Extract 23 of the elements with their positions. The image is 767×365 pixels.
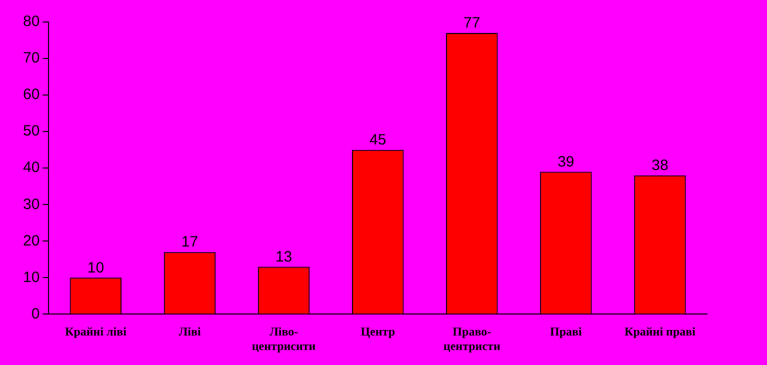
y-tick-label: 10 — [22, 268, 40, 286]
data-label: 10 — [87, 259, 104, 276]
data-label: 39 — [558, 153, 574, 170]
data-label: 38 — [652, 157, 668, 174]
y-tick-label: 40 — [22, 159, 40, 176]
y-tick-label: 30 — [22, 196, 40, 213]
x-tick-label: Крайні ліві — [64, 324, 128, 338]
y-tick-label: 70 — [22, 50, 40, 67]
x-tick-label: Центр — [360, 324, 396, 338]
y-tick-label: 20 — [22, 232, 40, 250]
y-tick-label: 60 — [22, 86, 40, 104]
y-tick-label: 50 — [22, 122, 40, 140]
y-tick-label: 80 — [22, 13, 40, 30]
x-tick-label: Ліві — [178, 324, 202, 338]
x-tick-label: Праві — [550, 324, 583, 338]
x-tick-label: Крайні праві — [624, 324, 696, 338]
data-label: 77 — [464, 14, 480, 32]
data-label: 17 — [181, 234, 198, 251]
y-tick-label: 0 — [31, 305, 40, 322]
x-tick-label: Право-центристи — [443, 324, 500, 353]
x-tick-label: Ліво-центрисити — [252, 324, 316, 353]
data-label: 13 — [275, 248, 292, 266]
data-label: 45 — [370, 131, 386, 148]
